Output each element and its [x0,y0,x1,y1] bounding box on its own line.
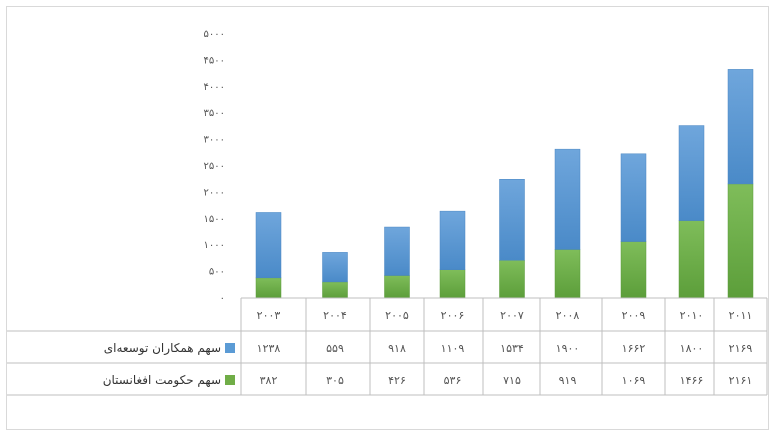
bar-segment-government [499,259,525,299]
category-label: ۲۰۰۶ [441,309,465,322]
category-label: ۲۰۰۴ [323,309,347,322]
category-label: ۲۰۰۳ [257,309,281,322]
bar-segment-partners [727,69,754,185]
y-tick-label: ۳۵۰۰ [204,108,225,119]
data-label: ۹۱۹ [559,374,577,387]
data-label: ۵۳۶ [444,374,462,387]
category-label: ۲۰۱۰ [680,309,704,322]
bar-segment-partners [384,226,410,276]
data-label: ۳۸۲ [260,374,278,387]
data-label: ۲۱۶۱ [729,374,753,387]
bar-segment-partners [499,179,525,261]
y-tick-label: ۵۰۰۰ [204,29,225,40]
y-tick-label: ۲۵۰۰ [204,161,225,172]
data-label: ۳۰۵ [326,374,344,387]
category-label: ۲۰۰۸ [556,309,580,322]
legend-label: سهم حکومت افغانستان [103,373,221,388]
category-label: ۲۰۰۹ [622,309,646,322]
bar-segment-government [727,183,754,299]
category-label: ۲۰۱۱ [729,309,753,322]
bar-segment-government [620,241,647,299]
category-label: ۲۰۰۷ [500,309,524,322]
data-label: ۱۵۳۴ [500,342,524,355]
data-table: ۲۰۰۳ ۲۰۰۴ ۲۰۰۵ ۲۰۰۶ ۲۰۰۷ ۲۰۰۸ ۲۰۰۹ ۲۰۱۰ ۲۰۱۱ سهم … [7,297,768,396]
stacked-bar-chart: ۰ ۵۰۰ ۱۰۰۰ ۱۵۰۰ ۲۰۰۰ ۲۵۰۰ ۳۰۰۰ ۳۵۰۰ ۴۰۰۰ ۴۵۰۰ ۵۰۰۰… [7,29,768,396]
data-label: ۲۱۶۹ [729,342,753,355]
data-label: ۷۱۵ [503,374,521,387]
data-label: ۱۲۳۸ [257,342,281,355]
y-tick-label: ۱۵۰۰ [204,214,225,225]
data-label: ۴۲۶ [388,374,406,387]
data-label: ۹۱۸ [388,342,406,355]
bar-segment-partners [620,153,647,242]
bar-segment-government [678,220,705,299]
bar-segment-partners [439,210,466,270]
y-tick-label: ۲۰۰۰ [204,187,225,198]
y-tick-label: ۰ [220,293,225,304]
legend-key-partners [225,343,235,353]
bar-segment-government [554,249,581,299]
bars-group [255,69,754,299]
bar-segment-partners [554,148,581,250]
data-label: ۱۸۰۰ [680,342,704,355]
data-label: ۱۰۶۹ [622,374,646,387]
legend-label: سهم همکاران توسعه‌ای [104,341,221,356]
legend-key-government [225,375,235,385]
bar-segment-partners [322,252,348,283]
bar-segment-government [255,277,282,299]
bar-segment-partners [255,212,282,279]
y-axis: ۰ ۵۰۰ ۱۰۰۰ ۱۵۰۰ ۲۰۰۰ ۲۵۰۰ ۳۰۰۰ ۳۵۰۰ ۴۰۰۰ ۴۵۰۰ ۵۰۰۰ [204,29,225,304]
bar-segment-government [439,269,466,299]
bar-segment-partners [678,125,705,221]
bar-segment-government [384,275,410,299]
y-tick-label: ۴۵۰۰ [204,55,225,66]
y-tick-label: ۵۰۰ [209,267,225,278]
data-label: ۵۵۹ [326,342,344,355]
y-tick-label: ۴۰۰۰ [204,82,225,93]
category-label: ۲۰۰۵ [385,309,409,322]
data-label: ۱۱۰۹ [441,342,465,355]
data-label: ۱۶۶۲ [622,342,646,355]
bar-segment-government [322,281,348,299]
data-label: ۱۴۶۶ [680,374,704,387]
y-tick-label: ۱۰۰۰ [204,240,225,251]
data-label: ۱۹۰۰ [556,342,580,355]
chart-frame: ۰ ۵۰۰ ۱۰۰۰ ۱۵۰۰ ۲۰۰۰ ۲۵۰۰ ۳۰۰۰ ۳۵۰۰ ۴۰۰۰ ۴۵۰۰ ۵۰۰۰… [6,6,769,430]
y-tick-label: ۳۰۰۰ [204,135,225,146]
